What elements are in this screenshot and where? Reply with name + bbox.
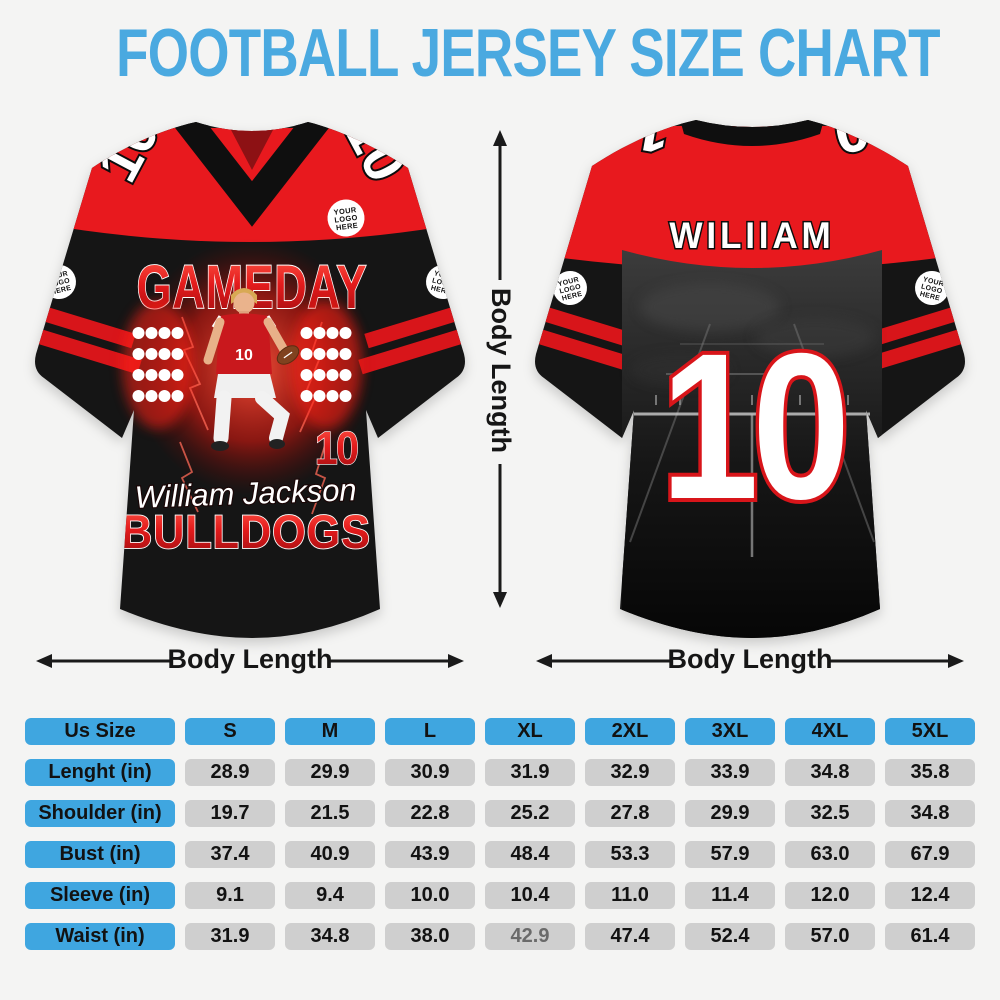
size-table-cell: 10.0 <box>385 882 475 909</box>
player-face <box>233 292 255 314</box>
size-table-column-header: L <box>385 718 475 745</box>
size-table-cell: 28.9 <box>185 759 275 786</box>
front-body-length-label: Body Length <box>167 644 333 674</box>
size-table: Us Size S M L XL 2XL 3XL 4XL 5XL Lenght (in) 28.9 2… <box>25 718 975 950</box>
size-table-cell: 9.1 <box>185 882 275 909</box>
size-table-cell: 29.9 <box>285 759 375 786</box>
size-table-cell: 48.4 <box>485 841 575 868</box>
size-table-cell: 42.9 <box>485 923 575 950</box>
page-title-text: FOOTBALL JERSEY SIZE CHART <box>116 15 940 91</box>
svg-text:HERE: HERE <box>430 285 452 297</box>
size-table-cell: 21.5 <box>285 800 375 827</box>
size-table-cell: 27.8 <box>585 800 675 827</box>
size-table-corner-header: Us Size <box>25 718 175 745</box>
back-player-name: WILIIAM <box>669 214 834 256</box>
size-table-column-header: 4XL <box>785 718 875 745</box>
body-length-vertical-arrow <box>493 130 507 608</box>
size-table-cell: 34.8 <box>785 759 875 786</box>
size-table-cell: 32.5 <box>785 800 875 827</box>
size-table-column-header: 3XL <box>685 718 775 745</box>
back-body-length-arrow <box>536 654 964 668</box>
sleeve-logo-badge-left: YOUR LOGO HERE <box>553 271 587 305</box>
size-table-cell: 33.9 <box>685 759 775 786</box>
stadium-lights-left <box>122 301 194 429</box>
back-collar <box>678 120 826 146</box>
football <box>276 345 300 365</box>
stadium-lights-right <box>290 301 362 429</box>
size-table-cell: 37.4 <box>185 841 275 868</box>
svg-text:HERE: HERE <box>919 291 941 303</box>
size-table-cell: 29.9 <box>685 800 775 827</box>
size-table-column-header: 5XL <box>885 718 975 745</box>
size-table-column-header: S <box>185 718 275 745</box>
svg-text:HERE: HERE <box>561 291 583 303</box>
size-table-row-label: Bust (in) <box>25 841 175 868</box>
svg-text:YOUR: YOUR <box>557 276 579 288</box>
back-field-graphic <box>622 250 882 638</box>
back-player-number: 10 <box>660 309 843 542</box>
size-table-cell: 34.8 <box>285 923 375 950</box>
back-body-length-label: Body Length <box>667 644 833 674</box>
size-table-cell: 57.0 <box>785 923 875 950</box>
player-name-script: William Jackson <box>134 472 357 515</box>
size-table-column-header: M <box>285 718 375 745</box>
size-table-row-label: Waist (in) <box>25 923 175 950</box>
size-table-cell: 19.7 <box>185 800 275 827</box>
size-table-cell: 35.8 <box>885 759 975 786</box>
size-table-cell: 10.4 <box>485 882 575 909</box>
gameday-title: GAMEDAY <box>137 253 367 322</box>
front-graphic-number: 10 <box>315 423 358 475</box>
size-table-cell: 61.4 <box>885 923 975 950</box>
size-table-cell: 31.9 <box>485 759 575 786</box>
player-jersey-number: 10 <box>235 347 253 364</box>
size-table-cell: 53.3 <box>585 841 675 868</box>
size-table-cell: 32.9 <box>585 759 675 786</box>
size-table-row-label: Shoulder (in) <box>25 800 175 827</box>
size-table-cell: 43.9 <box>385 841 475 868</box>
size-table-cell: 57.9 <box>685 841 775 868</box>
svg-text:YOUR: YOUR <box>333 205 357 217</box>
size-table-cell: 25.2 <box>485 800 575 827</box>
back-red-yoke <box>535 126 965 270</box>
size-table-cell: 11.0 <box>585 882 675 909</box>
size-table-cell: 9.4 <box>285 882 375 909</box>
size-table-row-label: Lenght (in) <box>25 759 175 786</box>
size-table-column-header: XL <box>485 718 575 745</box>
size-table-cell: 11.4 <box>685 882 775 909</box>
size-table-cell: 12.4 <box>885 882 975 909</box>
player-photo: 10 <box>203 288 300 451</box>
size-table-cell: 52.4 <box>685 923 775 950</box>
jersey-back-illustration: 10 10 <box>535 112 965 638</box>
svg-text:HERE: HERE <box>335 221 358 233</box>
page-title: FOOTBALL JERSEY SIZE CHART <box>0 14 1000 92</box>
front-body-length-arrow <box>36 654 464 668</box>
size-table-row-label: Sleeve (in) <box>25 882 175 909</box>
team-name: BULLDOGS <box>121 505 371 558</box>
front-collar-inner <box>230 128 274 170</box>
svg-text:YOUR: YOUR <box>922 276 944 288</box>
size-table-cell: 34.8 <box>885 800 975 827</box>
size-table-cell: 31.9 <box>185 923 275 950</box>
size-table-cell: 30.9 <box>385 759 475 786</box>
size-table-cell: 38.0 <box>385 923 475 950</box>
size-table-cell: 67.9 <box>885 841 975 868</box>
size-table-cell: 40.9 <box>285 841 375 868</box>
jersey-front-illustration: 10 10 GAMEDAY <box>35 122 465 638</box>
svg-text:HERE: HERE <box>50 285 72 297</box>
size-table-cell: 22.8 <box>385 800 475 827</box>
size-table-cell: 47.4 <box>585 923 675 950</box>
svg-text:10: 10 <box>828 112 908 166</box>
sleeve-logo-badge-right: YOUR LOGO HERE <box>915 271 949 305</box>
body-length-vertical-label: Body Length <box>486 288 516 453</box>
svg-text:LOGO: LOGO <box>334 213 358 225</box>
size-table-cell: 12.0 <box>785 882 875 909</box>
size-table-cell: 63.0 <box>785 841 875 868</box>
player-jersey <box>216 313 272 374</box>
chest-logo-badge: YOUR LOGO HERE <box>327 199 365 237</box>
size-table-column-header: 2XL <box>585 718 675 745</box>
